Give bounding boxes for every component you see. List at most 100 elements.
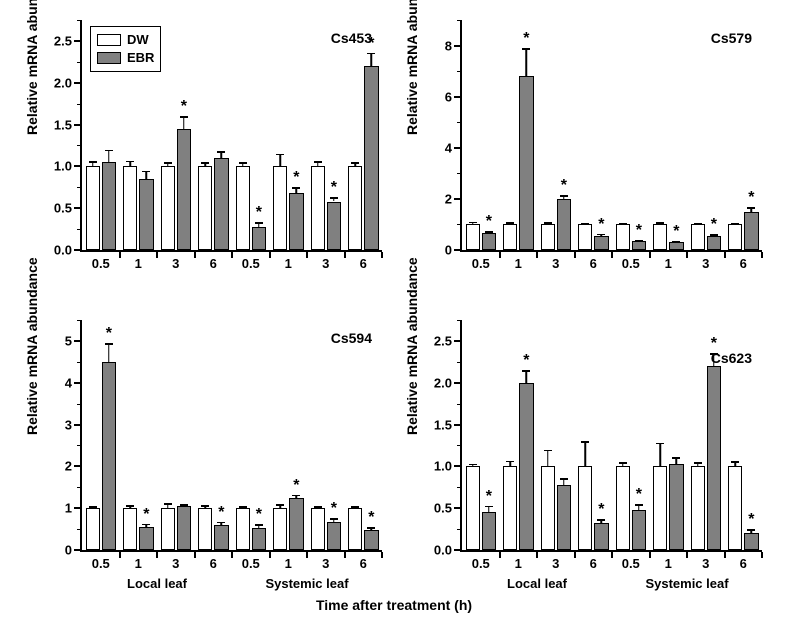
bar-dw — [541, 466, 555, 550]
error-cap — [89, 506, 97, 508]
bar-ebr — [252, 227, 266, 250]
significance-marker: * — [181, 98, 187, 116]
xtick-label: 0.5 — [92, 556, 110, 571]
error-cap — [255, 524, 263, 526]
xtick-label: 6 — [210, 556, 217, 571]
significance-marker: * — [748, 189, 754, 207]
panel-title-cs623: Cs623 — [711, 350, 752, 366]
xtick — [156, 552, 158, 558]
plot-area-cs623: 0.00.51.01.52.02.50.5*1*36*0.5*13*6*Loca… — [460, 320, 762, 552]
bar-ebr — [102, 362, 116, 550]
xtick — [686, 252, 688, 258]
error-cap — [351, 162, 359, 164]
xtick — [536, 552, 538, 558]
xtick-label: 3 — [702, 556, 709, 571]
error-bar — [547, 450, 549, 467]
ytick-minor — [457, 122, 460, 123]
error-cap — [544, 222, 552, 224]
ytick — [74, 207, 80, 209]
error-cap — [180, 116, 188, 118]
error-cap — [747, 529, 755, 531]
ytick-label: 6 — [445, 89, 452, 104]
error-cap — [635, 504, 643, 506]
error-cap — [506, 461, 514, 463]
bar-dw — [348, 508, 362, 550]
xtick-label: 6 — [740, 256, 747, 271]
error-cap — [314, 161, 322, 163]
ytick — [74, 424, 80, 426]
error-cap — [560, 195, 568, 197]
xtick — [344, 252, 346, 258]
significance-marker: * — [561, 177, 567, 195]
bar-dw — [311, 166, 325, 250]
xtick — [381, 252, 383, 258]
xtick — [611, 552, 613, 558]
ytick-minor — [77, 404, 80, 405]
ytick-minor — [77, 445, 80, 446]
xtick-label: 3 — [172, 256, 179, 271]
ytick-label: 0.5 — [434, 501, 452, 516]
significance-marker: * — [143, 506, 149, 524]
xtick — [269, 552, 271, 558]
xtick — [344, 552, 346, 558]
ytick-label: 4 — [445, 140, 452, 155]
bar-ebr — [482, 512, 496, 550]
error-cap — [656, 222, 664, 224]
ytick-label: 2.0 — [434, 375, 452, 390]
error-cap — [619, 223, 627, 225]
error-cap — [672, 457, 680, 459]
bar-ebr — [214, 158, 228, 250]
error-bar — [371, 53, 373, 66]
error-cap — [522, 370, 530, 372]
xtick-label: 1 — [285, 256, 292, 271]
ytick-minor — [457, 487, 460, 488]
xtick-label: 6 — [210, 256, 217, 271]
significance-marker: * — [711, 216, 717, 234]
bar-ebr — [364, 66, 378, 250]
legend-label: EBR — [127, 49, 154, 67]
error-cap — [731, 461, 739, 463]
xtick-label: 1 — [665, 556, 672, 571]
error-cap — [217, 151, 225, 153]
xtick — [119, 552, 121, 558]
error-cap — [126, 505, 134, 507]
bar-dw — [273, 166, 287, 250]
ytick-label: 2 — [445, 191, 452, 206]
bar-ebr — [482, 233, 496, 250]
xtick — [231, 552, 233, 558]
ytick-minor — [77, 320, 80, 321]
ytick-label: 4 — [65, 375, 72, 390]
significance-marker: * — [368, 509, 374, 527]
xtick-label: 6 — [360, 556, 367, 571]
bar-dw — [728, 224, 742, 250]
ytick-label: 1.5 — [434, 417, 452, 432]
bar-ebr — [139, 527, 153, 550]
xtick-label: 1 — [515, 256, 522, 271]
ytick — [454, 465, 460, 467]
error-bar — [279, 154, 281, 167]
error-cap — [619, 462, 627, 464]
significance-marker: * — [636, 486, 642, 504]
bar-ebr — [177, 129, 191, 250]
bar-dw — [616, 224, 630, 250]
bar-dw — [728, 466, 742, 550]
bar-ebr — [632, 241, 646, 250]
legend: DWEBR — [90, 26, 161, 72]
ytick — [454, 340, 460, 342]
error-bar — [526, 48, 528, 76]
legend-label: DW — [127, 31, 149, 49]
significance-marker: * — [598, 501, 604, 519]
xtick — [649, 552, 651, 558]
significance-marker: * — [293, 169, 299, 187]
legend-item: DW — [97, 31, 154, 49]
xtick-label: 0.5 — [622, 256, 640, 271]
bar-dw — [161, 166, 175, 250]
error-cap — [581, 223, 589, 225]
bar-ebr — [519, 76, 533, 250]
xtick-label: 6 — [740, 556, 747, 571]
ytick-label: 1.5 — [54, 117, 72, 132]
ytick-minor — [77, 362, 80, 363]
legend-swatch — [97, 34, 121, 46]
error-bar — [183, 116, 185, 129]
error-cap — [276, 504, 284, 506]
